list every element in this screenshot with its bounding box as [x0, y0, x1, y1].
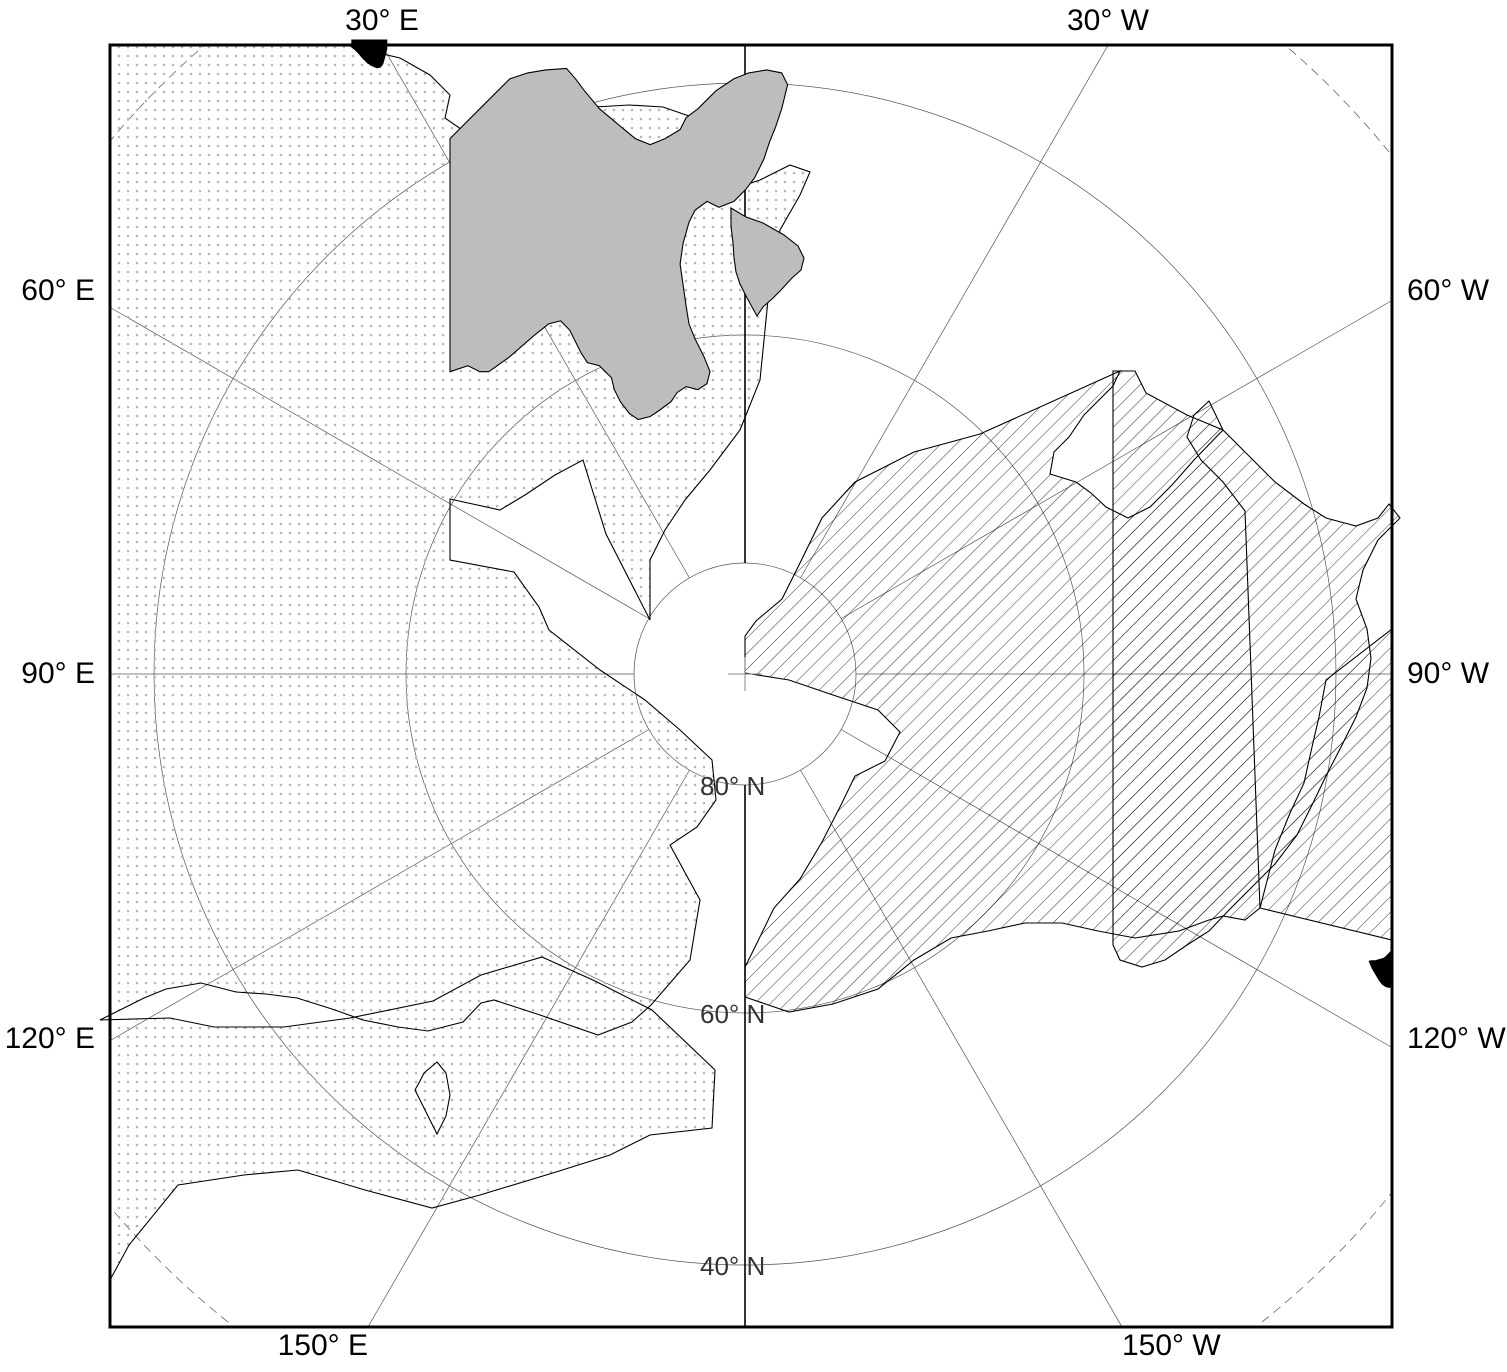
svg-text:80° N: 80° N — [700, 771, 765, 801]
svg-text:30° E: 30° E — [345, 4, 419, 37]
svg-text:90° W: 90° W — [1407, 657, 1490, 690]
svg-text:30° W: 30° W — [1067, 4, 1150, 37]
svg-text:90° E: 90° E — [21, 657, 95, 690]
svg-text:150° W: 150° W — [1122, 1329, 1221, 1362]
svg-text:150° E: 150° E — [278, 1329, 368, 1362]
svg-text:120° E: 120° E — [5, 1022, 95, 1055]
svg-text:60° E: 60° E — [21, 274, 95, 307]
svg-text:60° W: 60° W — [1407, 274, 1490, 307]
svg-text:40° N: 40° N — [700, 1251, 765, 1281]
svg-text:60° N: 60° N — [700, 999, 765, 1029]
svg-text:120° W: 120° W — [1407, 1022, 1506, 1055]
